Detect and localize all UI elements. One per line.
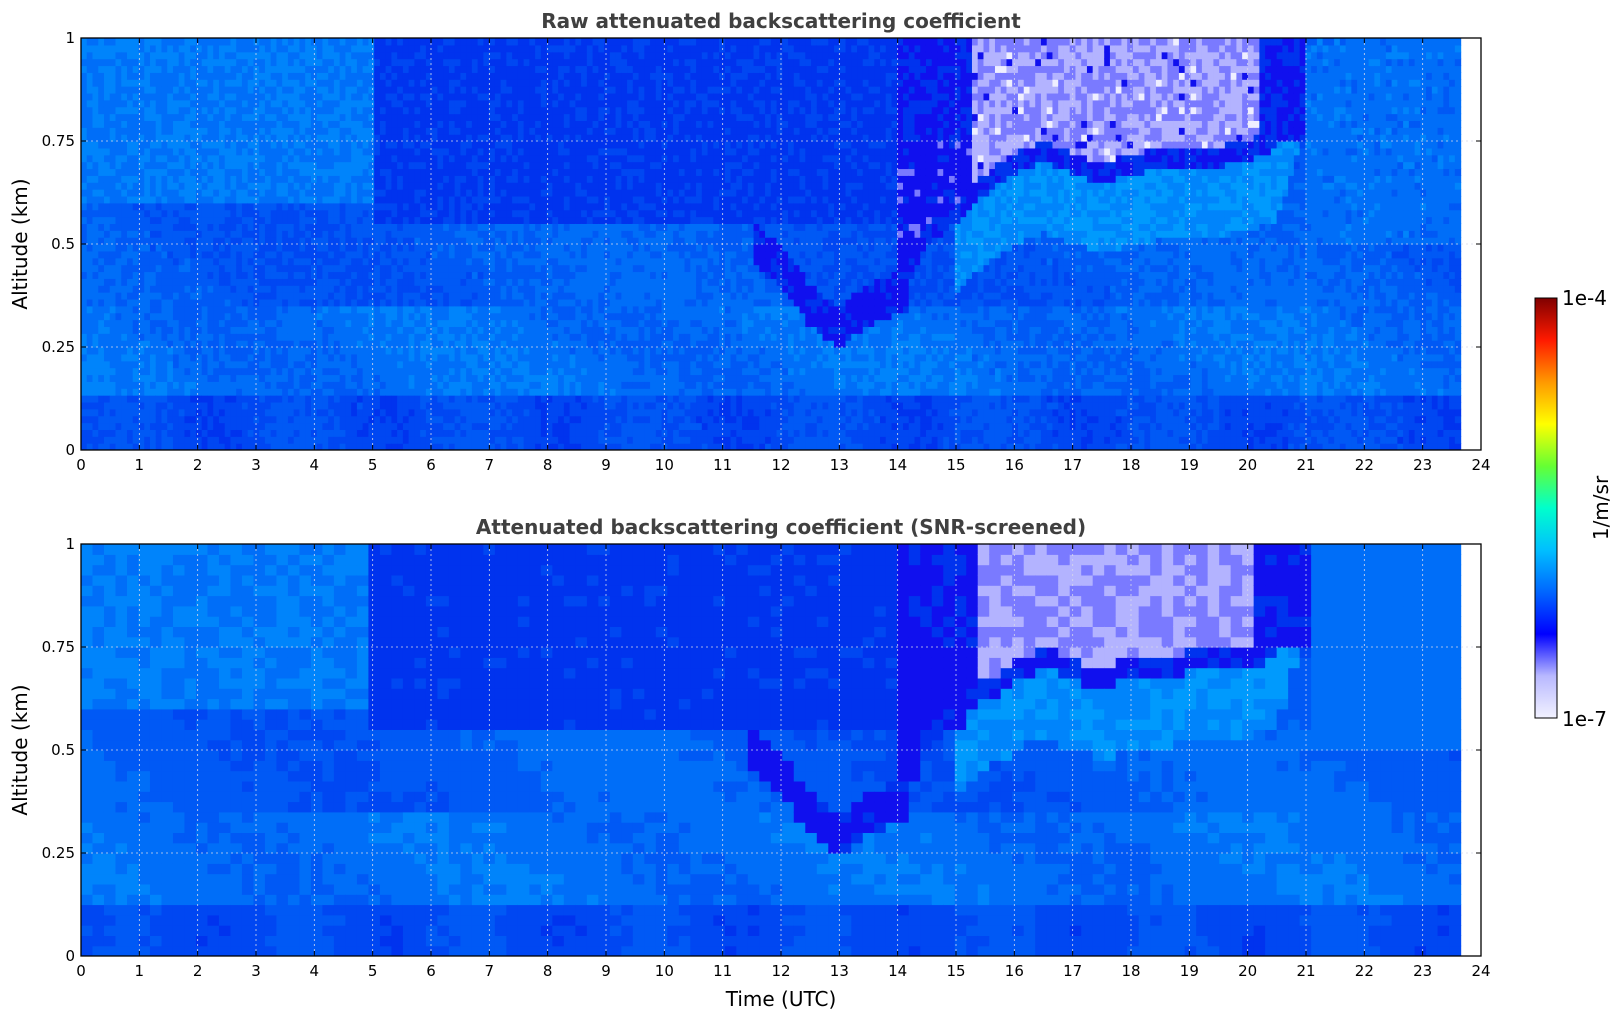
x-tick-label: 2	[193, 456, 203, 474]
y-tick-label: 0	[65, 947, 75, 965]
x-tick-label: 24	[1471, 456, 1490, 474]
x-tick-label: 7	[485, 962, 495, 980]
x-tick-label: 6	[426, 962, 436, 980]
colorbar-unit-label: 1/m/sr	[1589, 475, 1613, 540]
x-tick-label: 8	[543, 456, 553, 474]
x-tick-label: 13	[830, 962, 849, 980]
colorbar-gradient	[1534, 297, 1558, 719]
panel-raw: Raw attenuated backscattering coefficien…	[8, 9, 1491, 474]
x-tick-label: 16	[1005, 962, 1024, 980]
x-tick-label: 19	[1180, 456, 1199, 474]
y-axis-label: Altitude (km)	[8, 684, 32, 815]
colorbar: 1e-4 1e-7 1/m/sr	[1534, 286, 1613, 731]
y-tick-label: 1	[65, 29, 75, 47]
x-tick-label: 16	[1005, 456, 1024, 474]
x-tick-label: 15	[946, 962, 965, 980]
x-tick-label: 9	[601, 962, 611, 980]
x-tick-label: 3	[251, 962, 261, 980]
x-tick-label: 5	[368, 456, 378, 474]
x-tick-label: 21	[1296, 962, 1315, 980]
y-tick-label: 0	[65, 441, 75, 459]
chart-title: Attenuated backscattering coefficient (S…	[476, 515, 1086, 539]
x-tick-label: 4	[310, 456, 320, 474]
panel-snr-screened: Attenuated backscattering coefficient (S…	[8, 515, 1491, 1011]
x-tick-label: 18	[1121, 962, 1140, 980]
x-tick-label: 0	[76, 962, 86, 980]
x-tick-label: 11	[713, 456, 732, 474]
x-tick-label: 7	[485, 456, 495, 474]
x-tick-label: 12	[771, 456, 790, 474]
y-tick-label: 0.75	[42, 638, 75, 656]
x-tick-label: 20	[1238, 962, 1257, 980]
x-tick-label: 13	[830, 456, 849, 474]
x-tick-label: 19	[1180, 962, 1199, 980]
x-tick-label: 4	[310, 962, 320, 980]
x-tick-label: 17	[1063, 962, 1082, 980]
chart-title: Raw attenuated backscattering coefficien…	[541, 9, 1021, 33]
y-tick-label: 1	[65, 535, 75, 553]
x-tick-label: 0	[76, 456, 86, 474]
x-tick-label: 20	[1238, 456, 1257, 474]
colorbar-max-label: 1e-4	[1562, 286, 1607, 310]
x-tick-label: 10	[655, 962, 674, 980]
x-tick-label: 15	[946, 456, 965, 474]
y-tick-label: 0.5	[51, 235, 75, 253]
axes-snr-screened: 0 1 2 3 4 5 6 7 8 9 10 11 12 13 14 15 16 17 18 19 20 21 22 23 24…	[42, 535, 1491, 980]
x-tick-label: 12	[771, 962, 790, 980]
x-tick-label: 8	[543, 962, 553, 980]
x-tick-label: 6	[426, 456, 436, 474]
x-axis-label: Time (UTC)	[725, 987, 837, 1011]
y-tick-label: 0.75	[42, 132, 75, 150]
x-tick-label: 14	[888, 962, 907, 980]
x-tick-label: 10	[655, 456, 674, 474]
x-tick-label: 22	[1355, 456, 1374, 474]
y-tick-label: 0.5	[51, 741, 75, 759]
x-tick-label: 22	[1355, 962, 1374, 980]
heatmap-snr-screened	[81, 544, 1462, 956]
x-tick-label: 11	[713, 962, 732, 980]
x-tick-label: 18	[1121, 456, 1140, 474]
y-tick-label: 0.25	[42, 338, 75, 356]
y-axis-label: Altitude (km)	[8, 178, 32, 309]
x-tick-label: 9	[601, 456, 611, 474]
x-tick-label: 21	[1296, 456, 1315, 474]
x-tick-label: 17	[1063, 456, 1082, 474]
grid-snr-screened	[81, 544, 1481, 956]
colorbar-min-label: 1e-7	[1562, 707, 1607, 731]
x-tick-label: 2	[193, 962, 203, 980]
x-tick-label: 1	[135, 456, 145, 474]
x-tick-label: 24	[1471, 962, 1490, 980]
x-tick-label: 3	[251, 456, 261, 474]
grid-raw	[81, 38, 1481, 450]
y-tick-label: 0.25	[42, 844, 75, 862]
x-tick-label: 1	[135, 962, 145, 980]
x-tick-label: 14	[888, 456, 907, 474]
x-tick-label: 23	[1413, 962, 1432, 980]
heatmap-raw	[81, 38, 1462, 450]
x-tick-label: 23	[1413, 456, 1432, 474]
axes-raw: 0 1 2 3 4 5 6 7 8 9 10 11 12 13 14 15 16 17 18 19 20 21 22 23 24…	[42, 29, 1491, 474]
x-tick-label: 5	[368, 962, 378, 980]
